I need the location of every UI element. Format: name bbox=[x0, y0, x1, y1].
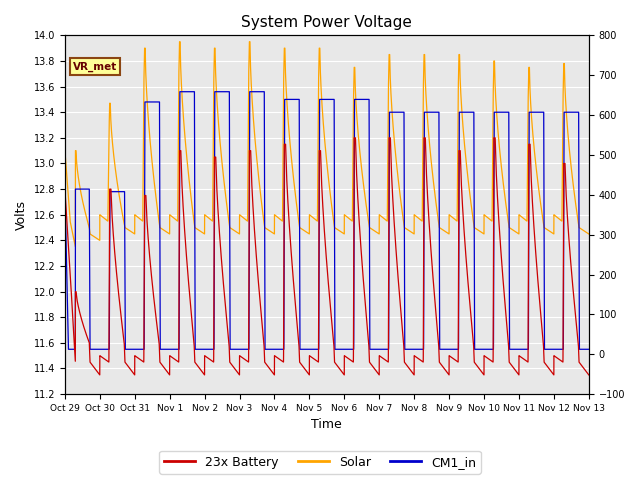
Y-axis label: Volts: Volts bbox=[15, 200, 28, 230]
X-axis label: Time: Time bbox=[312, 419, 342, 432]
Legend: 23x Battery, Solar, CM1_in: 23x Battery, Solar, CM1_in bbox=[159, 451, 481, 474]
Title: System Power Voltage: System Power Voltage bbox=[241, 15, 412, 30]
Text: VR_met: VR_met bbox=[73, 61, 117, 72]
